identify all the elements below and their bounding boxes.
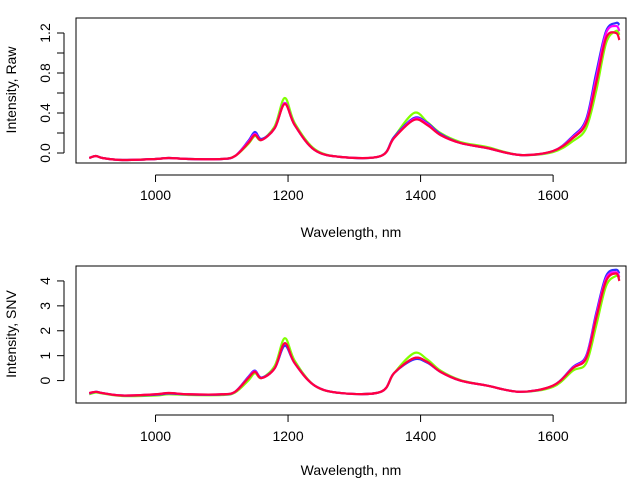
x-tick-label: 1600 bbox=[538, 428, 569, 444]
spectra-green-line bbox=[88, 274, 621, 398]
plot-frame bbox=[75, 265, 627, 404]
y-tick-label: 1.2 bbox=[37, 23, 53, 43]
y-tick-label: 0.8 bbox=[37, 63, 53, 83]
spectra-green-line bbox=[88, 29, 621, 162]
spectra-red-line bbox=[89, 272, 621, 397]
x-tick-label: 1200 bbox=[272, 428, 303, 444]
spectra-blue-line bbox=[88, 21, 621, 162]
x-axis-label: Wavelength, nm bbox=[301, 224, 402, 240]
x-tick-label: 1400 bbox=[405, 187, 436, 203]
y-tick-label: 0.0 bbox=[37, 143, 53, 163]
y-tick-label: 0.4 bbox=[37, 103, 53, 123]
spectra-blue-line bbox=[88, 268, 621, 397]
spectra-magenta-line bbox=[88, 24, 621, 162]
x-tick-label: 1200 bbox=[272, 187, 303, 203]
snv-spectra-panel: Wavelength, nm Intensity, SNV 1000 1200 14… bbox=[3, 265, 627, 478]
x-tick-label: 1600 bbox=[538, 187, 569, 203]
raw-spectra-panel: Wavelength, nm Intensity, Raw 1000 1200 14… bbox=[3, 17, 627, 240]
x-tick-label: 1400 bbox=[405, 428, 436, 444]
y-tick-label: 1 bbox=[37, 352, 53, 360]
x-tick-label: 1000 bbox=[140, 428, 171, 444]
y-tick-label: 0 bbox=[37, 376, 53, 384]
spectra-magenta-line bbox=[89, 271, 621, 397]
spectra-red-line bbox=[88, 31, 621, 162]
x-axis-label: Wavelength, nm bbox=[301, 462, 402, 478]
y-axis-label: Intensity, Raw bbox=[3, 46, 19, 134]
y-axis-label: Intensity, SNV bbox=[3, 290, 19, 378]
x-tick-label: 1000 bbox=[140, 187, 171, 203]
y-tick-label: 2 bbox=[37, 327, 53, 335]
y-tick-label: 3 bbox=[37, 302, 53, 310]
plot-frame bbox=[75, 17, 627, 164]
y-tick-label: 4 bbox=[37, 277, 53, 285]
